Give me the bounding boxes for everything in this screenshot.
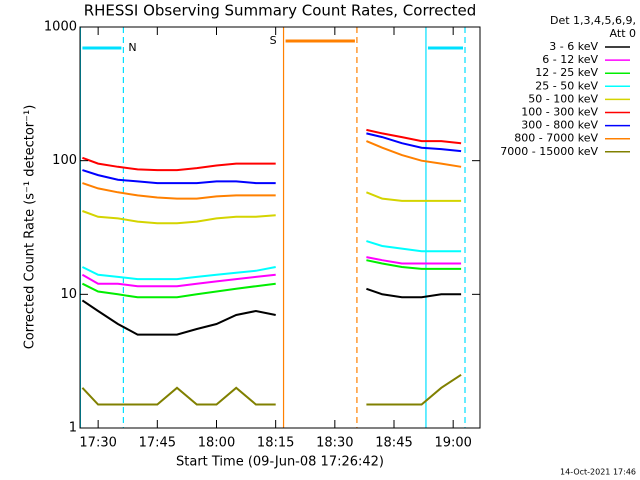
series-line	[81, 240, 462, 281]
series-line	[82, 140, 462, 200]
series-line	[82, 128, 462, 172]
y-tick-label: 10	[60, 287, 77, 302]
y-tick-label: 1	[69, 421, 77, 436]
legend-label: 100 - 300 keV	[521, 106, 598, 119]
x-tick-label: 17:45	[139, 436, 176, 451]
legend-label: 12 - 25 keV	[535, 66, 598, 79]
series-line	[81, 373, 462, 406]
chart-title: RHESSI Observing Summary Count Rates, Co…	[84, 2, 477, 20]
legend-label: 50 - 100 keV	[528, 92, 598, 105]
series-line	[82, 191, 462, 225]
series-line	[81, 259, 462, 299]
x-tick-label: 18:15	[257, 436, 294, 451]
legend-label: 300 - 800 keV	[521, 119, 598, 132]
x-tick-label: 17:30	[79, 436, 116, 451]
x-tick-label: 18:30	[316, 436, 353, 451]
legend-label: 3 - 6 keV	[549, 40, 598, 53]
interval-label: N	[128, 41, 136, 54]
legend-title: Det 1,3,4,5,6,9,	[550, 14, 636, 27]
series-line	[81, 287, 462, 336]
x-axis-label: Start Time (09-Jun-08 17:26:42)	[176, 455, 384, 470]
y-tick-label: 1000	[44, 20, 77, 35]
x-tick-label: 18:45	[375, 436, 412, 451]
legend-title: Att 0	[610, 27, 636, 40]
legend-label: 6 - 12 keV	[542, 53, 598, 66]
plot-frame	[79, 26, 481, 429]
legend-label: 7000 - 15000 keV	[500, 145, 598, 158]
interval-label: S	[270, 34, 277, 47]
x-tick-label: 18:00	[198, 436, 235, 451]
y-tick-label: 100	[52, 153, 77, 168]
series-line	[81, 256, 462, 288]
x-tick-label: 19:00	[434, 436, 471, 451]
y-axis-label: Corrected Count Rate (s⁻¹ detector⁻¹)	[23, 105, 38, 350]
series-line	[82, 132, 462, 185]
legend-label: 25 - 50 keV	[535, 79, 598, 92]
footer: 14-Oct-2021 17:46	[560, 468, 636, 477]
legend-label: 800 - 7000 keV	[514, 132, 598, 145]
